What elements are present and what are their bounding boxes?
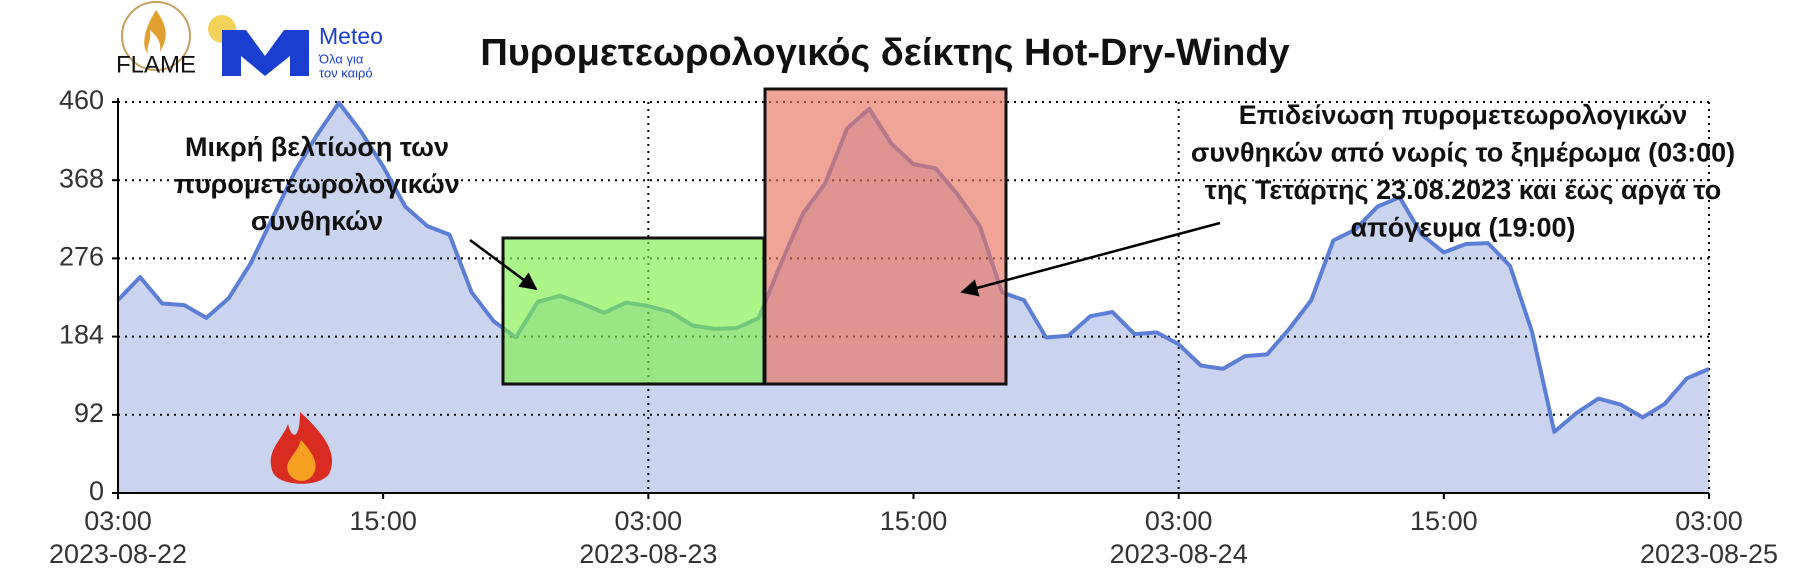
meteo-tagline: τον καιρό	[319, 65, 373, 80]
meteo-tagline: Όλα για	[318, 51, 364, 66]
y-tick-label: 460	[59, 85, 104, 115]
chart-title: Πυρομετεωρολογικός δείκτης Hot-Dry-Windy	[480, 32, 1289, 74]
flame-logo-ring	[121, 1, 191, 71]
y-tick-label: 184	[59, 320, 104, 350]
annotation-arrow	[469, 238, 538, 291]
highlight-box	[501, 236, 766, 386]
annotation-text: Επιδείνωση πυρομετεωρολογικών	[1239, 100, 1688, 130]
y-tick-label: 0	[89, 476, 104, 506]
meteo-logo-text: Meteo	[319, 23, 383, 49]
x-tick-label: 15:00	[1410, 506, 1478, 536]
x-tick-label: 15:00	[880, 506, 948, 536]
x-tick-label: 15:00	[349, 506, 417, 536]
x-tick-label: 03:00	[1145, 506, 1213, 536]
x-tick-label: 2023-08-25	[1640, 539, 1778, 569]
x-tick-label: 2023-08-23	[579, 539, 717, 569]
y-tick-label: 92	[74, 398, 104, 428]
fire-icon	[270, 412, 333, 484]
annotation-text: Μικρή βελτίωση των	[185, 132, 449, 162]
flame-logo-text: FLAME	[116, 51, 196, 78]
highlight-box	[763, 87, 1008, 386]
x-tick-label: 2023-08-22	[49, 539, 187, 569]
annotation-text: συνθηκών	[251, 206, 383, 236]
x-tick-label: 03:00	[84, 506, 152, 536]
x-tick-label: 03:00	[615, 506, 683, 536]
y-tick-label: 276	[59, 242, 104, 272]
annotation-text: της Τετάρτης 23.08.2023 και έως αργά το	[1205, 175, 1721, 205]
fire-inner	[287, 440, 316, 481]
x-tick-label: 03:00	[1675, 506, 1743, 536]
flame-logo-icon	[144, 10, 166, 54]
meteo-logo	[222, 30, 309, 76]
annotation-arrow	[960, 221, 1221, 297]
logos: FLAME Meteo Όλα για τον καιρό	[116, 1, 383, 80]
x-tick-label: 2023-08-24	[1110, 539, 1248, 569]
y-tick-label: 368	[59, 163, 104, 193]
annotation-text: απόγευμα (19:00)	[1351, 213, 1576, 243]
annotation-text: πυρομετεωρολογικών	[174, 169, 459, 199]
annotation-text: συνθηκών από νωρίς το ξημέρωμα (03:00)	[1191, 138, 1735, 168]
